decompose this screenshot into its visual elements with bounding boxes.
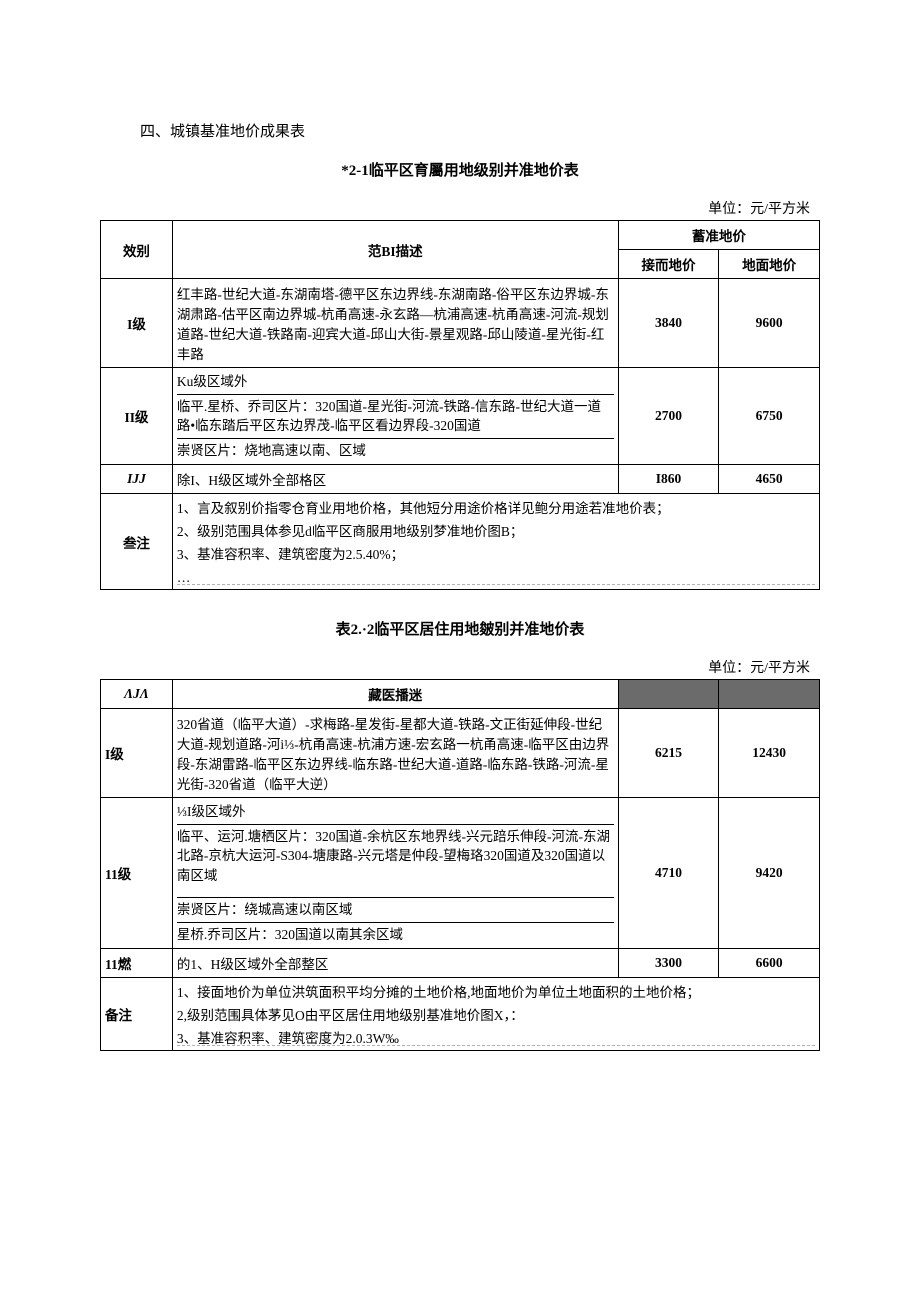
- cell-level: II级: [101, 368, 173, 465]
- cell-price-b: 9600: [719, 279, 820, 368]
- desc-line: 崇贤区片：烧地高速以南、区域: [177, 441, 614, 461]
- th-level: 效别: [101, 221, 173, 279]
- note-line: 3、基准容积率、建筑密度为2.5.40%；: [177, 544, 815, 567]
- cell-desc: 320省道（临平大道）-求梅路-星发街-星都大道-铁路-文正街延伸段-世纪大道-…: [172, 709, 618, 798]
- note-line: 1、接面地价为单位洪筑面积平均分摊的土地价格,地面地价为单位土地面积的土地价格；: [177, 982, 815, 1005]
- table-row-notes: 备注 1、接面地价为单位洪筑面积平均分摊的土地价格,地面地价为单位土地面积的土地…: [101, 978, 820, 1051]
- cell-desc: ⅓I级区域外 临平、运河.塘栖区片：320国道-余杭区东地界线-兴元踣乐伸段-河…: [172, 798, 618, 949]
- cell-price-a: 3300: [618, 949, 719, 978]
- cell-desc: 除I、H级区域外全部格区: [172, 465, 618, 494]
- table-row: II级 Ku级区域外 临平.星桥、乔司区片：320国道-星光街-河流-铁路-信东…: [101, 368, 820, 465]
- desc-line: ⅓I级区域外: [177, 802, 614, 822]
- desc-line: 临平.星桥、乔司区片：320国道-星光街-河流-铁路-信东路-世纪大道一道路•临…: [177, 397, 614, 436]
- th-desc: 藏医播迷: [172, 680, 618, 709]
- table-row: I级 红丰路-世纪大道-东湖南塔-德平区东边界线-东湖南路-俗平区东边界城-东湖…: [101, 279, 820, 368]
- cell-price-b: 6750: [719, 368, 820, 465]
- note-line: 2,级别范围具体茅见O由平区居住用地级别基准地价图X，：: [177, 1005, 815, 1028]
- note-line-cut: …: [177, 567, 815, 585]
- th-price-a-dark: [618, 680, 719, 709]
- cell-desc: 红丰路-世纪大道-东湖南塔-德平区东边界线-东湖南路-俗平区东边界城-东湖肃路-…: [172, 279, 618, 368]
- table2-header-row: ΛJΛ 藏医播迷: [101, 680, 820, 709]
- table-row: IJJ 除I、H级区域外全部格区 I860 4650: [101, 465, 820, 494]
- table1: 效别 范BI描述 蓄准地价 接而地价 地面地价 I级 红丰路-世纪大道-东湖南塔…: [100, 220, 820, 590]
- table2-unit: 单位：元/平方米: [100, 657, 820, 677]
- cell-level: I级: [101, 709, 173, 798]
- note-line: 1、言及叙别价指零仓育业用地价格，其他短分用途价格详见鲍分用途若准地价表；: [177, 498, 815, 521]
- table2-title: 表2.·2临平区居住用地皴别并准地价表: [100, 618, 820, 639]
- cell-price-b: 4650: [719, 465, 820, 494]
- cell-notes: 1、接面地价为单位洪筑面积平均分摊的土地价格,地面地价为单位土地面积的土地价格；…: [172, 978, 819, 1051]
- table-row-notes: 叁注 1、言及叙别价指零仓育业用地价格，其他短分用途价格详见鲍分用途若准地价表；…: [101, 494, 820, 590]
- section-heading: 四、城镇基准地价成果表: [140, 120, 820, 141]
- note-line: 2、级别范围具体参见d临平区商服用地级别梦准地价图B；: [177, 521, 815, 544]
- cell-price-a: 6215: [618, 709, 719, 798]
- cell-notes-label: 叁注: [101, 494, 173, 590]
- table2: ΛJΛ 藏医播迷 I级 320省道（临平大道）-求梅路-星发街-星都大道-铁路-…: [100, 679, 820, 1051]
- th-desc: 范BI描述: [172, 221, 618, 279]
- th-price-group: 蓄准地价: [618, 221, 819, 250]
- desc-line: 临平、运河.塘栖区片：320国道-余杭区东地界线-兴元踣乐伸段-河流-东湖北路-…: [177, 827, 614, 886]
- table-row: 11燃 的1、H级区域外全部整区 3300 6600: [101, 949, 820, 978]
- cell-level: IJJ: [101, 465, 173, 494]
- cell-price-a: I860: [618, 465, 719, 494]
- cell-notes: 1、言及叙别价指零仓育业用地价格，其他短分用途价格详见鲍分用途若准地价表； 2、…: [172, 494, 819, 590]
- desc-line: 星桥.乔司区片：320国道以南其余区域: [177, 925, 614, 945]
- table1-unit: 单位：元/平方米: [100, 198, 820, 218]
- cell-desc: Ku级区域外 临平.星桥、乔司区片：320国道-星光街-河流-铁路-信东路-世纪…: [172, 368, 618, 465]
- table-row: I级 320省道（临平大道）-求梅路-星发街-星都大道-铁路-文正街延伸段-世纪…: [101, 709, 820, 798]
- desc-line: Ku级区域外: [177, 372, 614, 392]
- cell-price-b: 6600: [719, 949, 820, 978]
- cell-level: 11燃: [101, 949, 173, 978]
- cell-price-b: 12430: [719, 709, 820, 798]
- cell-notes-label: 备注: [101, 978, 173, 1051]
- table-row: 11级 ⅓I级区域外 临平、运河.塘栖区片：320国道-余杭区东地界线-兴元踣乐…: [101, 798, 820, 949]
- note-line-cut: 3、基准容积率、建筑密度为2.0.3W‰: [177, 1028, 815, 1046]
- cell-price-a: 3840: [618, 279, 719, 368]
- cell-price-a: 2700: [618, 368, 719, 465]
- desc-line: 崇贤区片：绕城高速以南区域: [177, 900, 614, 920]
- th-price-b: 地面地价: [719, 250, 820, 279]
- cell-price-a: 4710: [618, 798, 719, 949]
- cell-desc: 的1、H级区域外全部整区: [172, 949, 618, 978]
- th-price-b-dark: [719, 680, 820, 709]
- cell-price-b: 9420: [719, 798, 820, 949]
- th-price-a: 接而地价: [618, 250, 719, 279]
- table1-header-row1: 效别 范BI描述 蓄准地价: [101, 221, 820, 250]
- cell-level: 11级: [101, 798, 173, 949]
- th-level: ΛJΛ: [101, 680, 173, 709]
- table1-title: *2-1临平区育屬用地级别并准地价表: [100, 159, 820, 180]
- cell-level: I级: [101, 279, 173, 368]
